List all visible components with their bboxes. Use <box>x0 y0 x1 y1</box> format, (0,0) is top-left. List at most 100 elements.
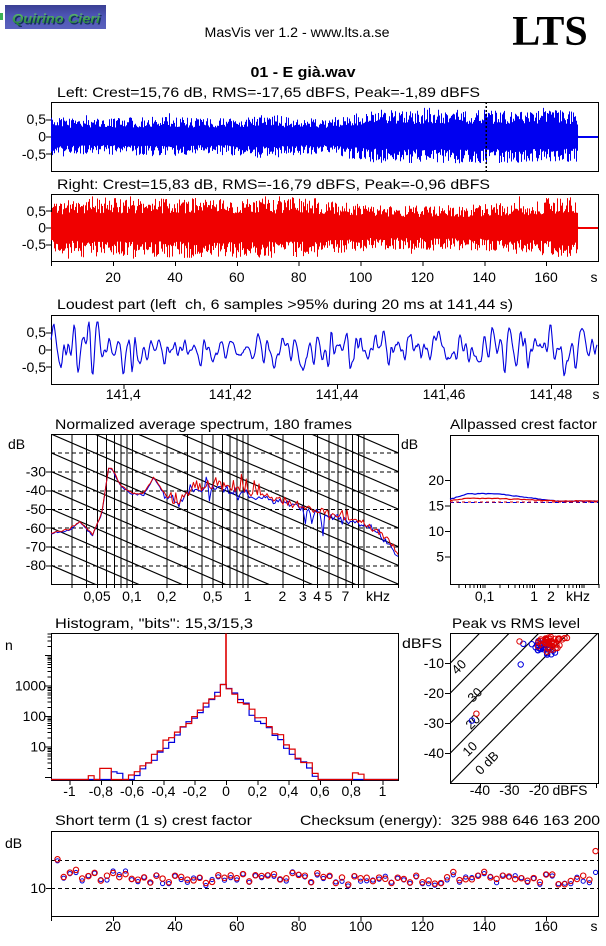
svg-text:-30: -30 <box>26 464 46 480</box>
svg-text:-0,6: -0,6 <box>120 783 144 799</box>
svg-text:60: 60 <box>229 918 245 934</box>
svg-text:Allpassed crest factor: Allpassed crest factor <box>450 416 597 432</box>
svg-text:2: 2 <box>279 588 287 604</box>
svg-text:10: 10 <box>30 880 46 896</box>
svg-text:dB: dB <box>401 436 418 452</box>
svg-text:0,05: 0,05 <box>83 588 110 604</box>
svg-text:dB: dB <box>8 436 25 452</box>
svg-text:-0,5: -0,5 <box>22 236 46 252</box>
svg-text:0,1: 0,1 <box>122 588 142 604</box>
svg-text:Histogram, "bits": 15,3/15,3: Histogram, "bits": 15,3/15,3 <box>55 615 253 631</box>
svg-text:LTS: LTS <box>512 9 588 55</box>
svg-text:60: 60 <box>229 269 245 285</box>
svg-text:0,1: 0,1 <box>475 588 495 604</box>
svg-text:160: 160 <box>534 269 558 285</box>
svg-text:-20: -20 <box>424 685 444 701</box>
svg-text:-30: -30 <box>424 715 444 731</box>
svg-text:dBFS: dBFS <box>552 782 587 798</box>
svg-text:01 - E già.wav: 01 - E già.wav <box>251 64 357 81</box>
svg-text:-0,2: -0,2 <box>183 783 207 799</box>
svg-text:7: 7 <box>342 588 350 604</box>
svg-text:kHz: kHz <box>566 588 590 604</box>
svg-text:0,5: 0,5 <box>27 324 47 340</box>
svg-text:-30: -30 <box>499 782 519 798</box>
svg-text:Right: Crest=15,83 dB, RMS=-16: Right: Crest=15,83 dB, RMS=-16,79 dBFS, … <box>57 176 490 192</box>
svg-text:Left: Crest=15,76 dB, RMS=-17,: Left: Crest=15,76 dB, RMS=-17,65 dBFS, P… <box>57 84 480 100</box>
svg-text:141,44: 141,44 <box>316 386 359 402</box>
svg-text:n: n <box>5 637 13 653</box>
svg-text:1: 1 <box>530 588 538 604</box>
svg-text:3: 3 <box>299 588 307 604</box>
svg-text:141,48: 141,48 <box>529 386 572 402</box>
svg-text:1000: 1000 <box>15 678 46 694</box>
svg-text:-60: -60 <box>26 520 46 536</box>
svg-text:s: s <box>591 918 598 934</box>
svg-text:120: 120 <box>411 269 435 285</box>
svg-text:-1: -1 <box>63 783 76 799</box>
svg-text:141,4: 141,4 <box>106 386 141 402</box>
svg-text:20: 20 <box>105 269 121 285</box>
svg-text:4: 4 <box>313 588 321 604</box>
svg-text:140: 140 <box>473 269 497 285</box>
svg-text:kHz: kHz <box>366 588 390 604</box>
svg-text:15: 15 <box>428 498 444 514</box>
svg-text:120: 120 <box>411 918 435 934</box>
svg-text:-40: -40 <box>26 482 46 498</box>
svg-text:-70: -70 <box>26 539 46 555</box>
svg-text:-0,5: -0,5 <box>22 146 46 162</box>
svg-text:0,5: 0,5 <box>203 588 223 604</box>
svg-text:0,5: 0,5 <box>27 203 47 219</box>
svg-text:s: s <box>591 269 598 285</box>
svg-text:2: 2 <box>547 588 555 604</box>
svg-text:Loudest part (left ch, 6 samp: Loudest part (left ch, 6 samples >95% du… <box>57 296 513 312</box>
svg-text:140: 140 <box>473 918 497 934</box>
svg-text:-0,4: -0,4 <box>151 783 175 799</box>
svg-text:Normalized average spectrum, 1: Normalized average spectrum, 180 frames <box>55 416 352 432</box>
svg-text:40: 40 <box>167 269 183 285</box>
svg-text:dB: dB <box>5 835 22 851</box>
svg-text:0: 0 <box>222 783 230 799</box>
svg-text:0,6: 0,6 <box>310 783 330 799</box>
svg-text:0: 0 <box>38 220 46 236</box>
svg-text:0: 0 <box>38 342 46 358</box>
svg-text:0,5: 0,5 <box>27 111 47 127</box>
svg-text:0,2: 0,2 <box>157 588 177 604</box>
svg-text:Short term (1 s) crest factor: Short term (1 s) crest factor <box>55 812 252 828</box>
svg-text:-10: -10 <box>424 655 444 671</box>
svg-text:160: 160 <box>534 918 558 934</box>
svg-text:-0,5: -0,5 <box>22 359 46 375</box>
svg-text:100: 100 <box>23 708 47 724</box>
svg-text:s: s <box>593 386 600 402</box>
svg-text:20: 20 <box>105 918 121 934</box>
svg-text:-50: -50 <box>26 501 46 517</box>
svg-text:0,2: 0,2 <box>248 783 268 799</box>
svg-text:5: 5 <box>436 549 444 565</box>
svg-text:10: 10 <box>428 523 444 539</box>
svg-text:40: 40 <box>167 918 183 934</box>
svg-text:Peak vs RMS level: Peak vs RMS level <box>452 615 580 631</box>
svg-text:80: 80 <box>291 269 307 285</box>
svg-text:-40: -40 <box>470 782 490 798</box>
svg-text:Checksum (energy): 325 988 64: Checksum (energy): 325 988 646 163 200 <box>300 812 600 828</box>
svg-text:dBFS: dBFS <box>402 635 442 651</box>
svg-text:141,46: 141,46 <box>423 386 466 402</box>
svg-text:0,8: 0,8 <box>341 783 361 799</box>
svg-text:0: 0 <box>38 129 46 145</box>
svg-text:Quirino Cieri: Quirino Cieri <box>12 11 100 26</box>
svg-text:0,4: 0,4 <box>279 783 299 799</box>
svg-text:-80: -80 <box>26 557 46 573</box>
svg-text:-20: -20 <box>529 782 549 798</box>
svg-text:-0,8: -0,8 <box>89 783 113 799</box>
svg-text:5: 5 <box>325 588 333 604</box>
svg-text:1: 1 <box>244 588 252 604</box>
svg-text:10: 10 <box>30 739 46 755</box>
svg-text:100: 100 <box>349 918 373 934</box>
svg-text:141,42: 141,42 <box>209 386 252 402</box>
svg-text:MasVis ver 1.2 - www.lts.a.se: MasVis ver 1.2 - www.lts.a.se <box>205 24 390 40</box>
svg-text:1: 1 <box>379 783 387 799</box>
svg-text:80: 80 <box>291 918 307 934</box>
svg-text:Quirino Cieri: Quirino Cieri <box>14 13 102 28</box>
svg-text:20: 20 <box>428 472 444 488</box>
svg-text:-40: -40 <box>424 745 444 761</box>
svg-text:100: 100 <box>349 269 373 285</box>
